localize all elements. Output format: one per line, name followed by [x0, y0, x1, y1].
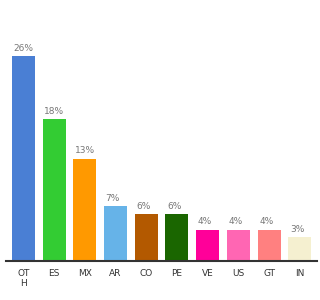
- Bar: [12, 56, 35, 261]
- Bar: [165, 214, 188, 261]
- Bar: [288, 237, 311, 261]
- Bar: [258, 230, 281, 261]
- Bar: [227, 230, 250, 261]
- Bar: [196, 230, 219, 261]
- Bar: [104, 206, 127, 261]
- Bar: [43, 119, 66, 261]
- Text: 3%: 3%: [290, 225, 304, 234]
- Text: 13%: 13%: [75, 146, 95, 155]
- Text: 7%: 7%: [106, 194, 120, 203]
- Text: 6%: 6%: [167, 202, 181, 211]
- Bar: [73, 159, 96, 261]
- Text: 6%: 6%: [136, 202, 151, 211]
- Text: 4%: 4%: [198, 217, 212, 226]
- Text: 4%: 4%: [228, 217, 243, 226]
- Bar: [135, 214, 158, 261]
- Text: 18%: 18%: [44, 107, 64, 116]
- Text: 26%: 26%: [13, 44, 33, 53]
- Text: 4%: 4%: [259, 217, 273, 226]
